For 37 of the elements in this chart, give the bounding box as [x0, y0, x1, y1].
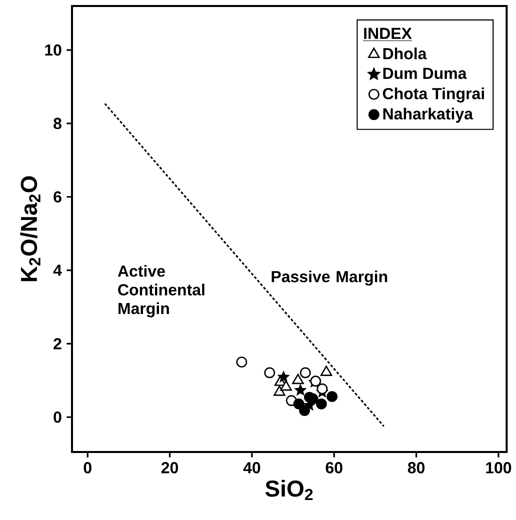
x-tick-label: 80 — [408, 462, 424, 474]
point — [236, 356, 248, 368]
point — [304, 392, 315, 403]
x-axis-title: SiO$_{2}$ — [265, 480, 313, 500]
y-tick-label: 8 — [53, 118, 62, 130]
x-tick-label: 100 — [486, 462, 512, 474]
point — [310, 376, 321, 387]
point — [298, 405, 310, 416]
x-tick-label: 60 — [326, 462, 342, 474]
point — [326, 391, 338, 402]
point — [280, 380, 292, 391]
point — [316, 398, 327, 410]
point — [320, 366, 332, 376]
annotation: Active Continental Margin — [118, 265, 204, 318]
point — [294, 384, 306, 396]
x-tick-label: 40 — [243, 462, 260, 474]
legend-title: INDEX — [364, 28, 412, 39]
y-tick-label: 4 — [53, 264, 62, 276]
point — [292, 374, 304, 384]
y-tick-label: 0 — [54, 411, 62, 423]
point — [300, 367, 311, 378]
point — [277, 370, 290, 382]
y-axis-title: K$_{2}$O/Na$_{2}$O — [20, 176, 40, 282]
legend-label: Chota Tingrai — [382, 88, 484, 102]
annotation: Passive Margin — [272, 270, 387, 286]
y-tick-label: 10 — [45, 44, 62, 56]
point — [316, 383, 328, 394]
legend-label: Dhola — [383, 48, 427, 60]
point — [293, 398, 304, 410]
y-tick-label: 2 — [54, 338, 62, 350]
y-tick-label: 6 — [54, 191, 62, 203]
legend-label: Dum Duma — [383, 68, 467, 79]
x-tick-label: 20 — [161, 462, 178, 474]
point — [264, 367, 275, 378]
x-tick-label: 0 — [84, 462, 92, 474]
point — [274, 385, 286, 396]
legend-label: Naharkatiya — [383, 108, 473, 123]
